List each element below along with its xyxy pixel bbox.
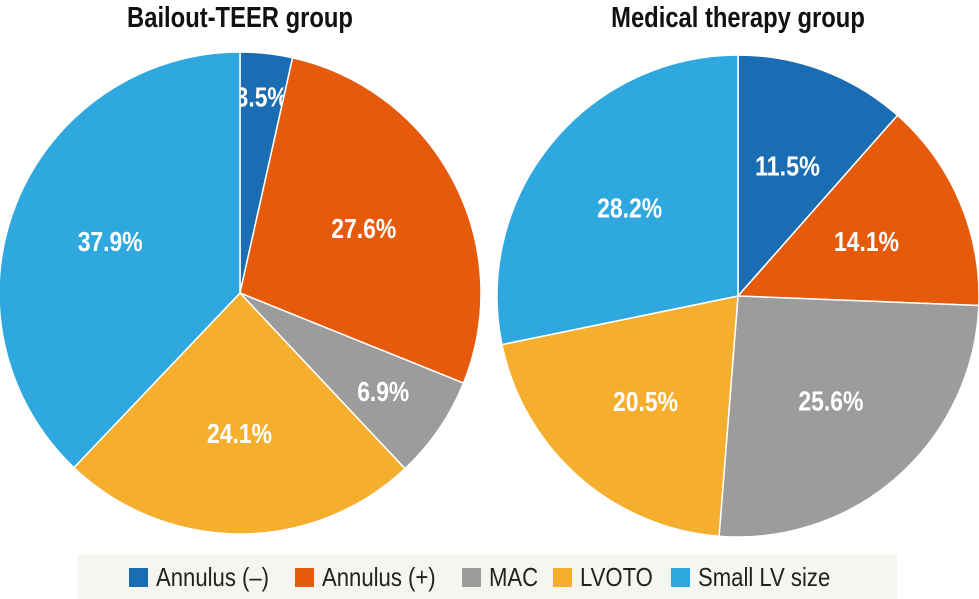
chart-title-medical: Medical therapy group xyxy=(611,2,865,34)
chart-title-bailout: Bailout-TEER group xyxy=(127,2,353,34)
legend-swatch xyxy=(295,567,315,587)
legend-label: Annulus (+) xyxy=(322,561,436,592)
pie-slice xyxy=(501,295,739,538)
data-label: 25.6% xyxy=(798,385,863,416)
data-label: 3.5% xyxy=(236,82,288,113)
legend-item-lvoto: LVOTO xyxy=(552,561,658,593)
legend-label: MAC xyxy=(488,561,538,592)
legend-swatch xyxy=(461,567,481,587)
data-label: 11.5% xyxy=(755,150,820,181)
data-label: 24.1% xyxy=(207,418,272,449)
legend-item-small-lv: Small LV size xyxy=(671,562,846,593)
pie-slice xyxy=(72,291,407,535)
pie-slice xyxy=(718,295,979,538)
legend-label: Annulus (–) xyxy=(156,561,270,592)
pie-slice xyxy=(737,54,899,298)
legend-label: LVOTO xyxy=(579,561,653,592)
legend-item-annulus-plus: Annulus (+) xyxy=(295,562,448,593)
data-label: 37.9% xyxy=(78,226,143,257)
data-label: 20.5% xyxy=(613,386,678,417)
pie-0: 3.5% 27.6% 6.9% 24.1% 37.9% xyxy=(0,51,482,535)
pie-slice xyxy=(496,54,739,346)
legend-item-annulus-minus: Annulus (–) xyxy=(129,562,281,593)
legend-label: Small LV size xyxy=(698,561,831,592)
data-label: 6.9% xyxy=(357,376,409,407)
pie-slice xyxy=(239,56,482,385)
pie-1: 11.5% 14.1% 25.6% 20.5% 28.2% xyxy=(496,54,979,538)
legend: Annulus (–) Annulus (+) MAC LVOTO Small … xyxy=(78,555,897,599)
data-label: 28.2% xyxy=(597,193,662,224)
pie-slice xyxy=(239,292,465,470)
legend-swatch xyxy=(552,567,572,587)
data-label: 27.6% xyxy=(331,213,396,244)
legend-item-mac: MAC xyxy=(461,561,539,593)
legend-swatch xyxy=(129,567,149,587)
pie-slice xyxy=(0,51,241,469)
legend-swatch xyxy=(671,567,691,587)
data-label: 14.1% xyxy=(834,226,899,257)
